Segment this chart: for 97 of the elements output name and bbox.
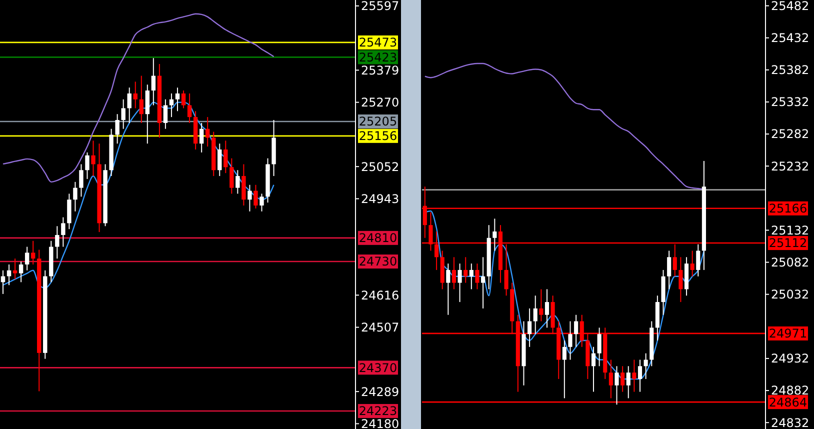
candlestick (591, 346, 596, 392)
y-tick-label: 24180 (361, 416, 400, 429)
ref-line-label: 24370 (358, 360, 398, 375)
candlestick (73, 181, 78, 212)
candlestick (121, 98, 126, 130)
candlestick (30, 240, 36, 265)
candlestick (475, 263, 480, 290)
ref-line-label: 24864 (768, 395, 808, 410)
candlestick (667, 250, 672, 290)
candlestick (230, 158, 234, 194)
y-tick-label: 25382 (771, 63, 810, 78)
y-tick-label: 25032 (771, 288, 810, 302)
candlestick (55, 226, 60, 260)
candlestick (242, 164, 246, 206)
candlestick (169, 92, 174, 118)
candlestick (632, 359, 636, 392)
y-tick-label: 24507 (361, 320, 400, 334)
candlestick (61, 216, 66, 248)
candlestick (145, 84, 150, 144)
candlestick (199, 122, 204, 153)
candlestick (18, 261, 24, 283)
y-tick-label: 25052 (361, 160, 400, 174)
candlestick (67, 193, 72, 230)
line-series (2, 13, 274, 183)
candlestick (638, 359, 642, 392)
candlestick (254, 184, 258, 209)
y-tick-label: 25432 (771, 31, 810, 46)
candlestick (224, 140, 228, 174)
candlestick (644, 352, 648, 380)
y-tick-label: 24943 (361, 192, 400, 206)
candlestick (562, 340, 566, 399)
candlestick (458, 263, 462, 303)
candlestick (133, 81, 138, 109)
candlestick (127, 87, 132, 124)
candlestick (533, 295, 538, 335)
ref-line-label: 25166 (768, 202, 808, 216)
candlestick (608, 359, 613, 399)
y-tick-label: 25332 (771, 95, 810, 110)
candlestick (151, 58, 156, 106)
y-tick-label: 25082 (771, 255, 810, 270)
ref-line-label: 24730 (358, 254, 398, 269)
candlestick (181, 90, 186, 109)
y-tick-label: 25482 (771, 0, 810, 13)
ref-line-label: 25156 (358, 129, 398, 144)
candlestick (696, 244, 700, 277)
ref-line-label: 24971 (768, 326, 808, 341)
candlestick (544, 288, 550, 328)
candlestick (678, 256, 683, 303)
candlestick (574, 314, 578, 348)
candlestick (626, 366, 630, 399)
ref-line-label: 25423 (358, 50, 398, 64)
y-tick-label: 25132 (771, 223, 810, 238)
ref-line-label: 24810 (358, 231, 398, 246)
candlestick (248, 184, 252, 212)
candlestick (115, 114, 120, 144)
candlestick (187, 92, 192, 124)
candlestick (24, 246, 30, 271)
candlestick (218, 143, 222, 177)
y-tick-label: 24616 (361, 288, 400, 302)
candlestick (139, 75, 144, 124)
candlestick (6, 264, 12, 286)
candlestick (236, 170, 240, 194)
candlestick (481, 256, 486, 309)
ref-line-label: 25112 (768, 236, 808, 250)
candlestick (568, 320, 572, 360)
candlestick (260, 193, 264, 212)
candlestick (452, 256, 456, 290)
candlestick (539, 288, 544, 322)
y-tick-label: 24832 (771, 416, 810, 429)
y-tick-label: 25379 (361, 63, 400, 78)
candlestick (690, 250, 694, 277)
candlestick (614, 366, 619, 406)
candlestick (12, 258, 18, 280)
candlestick (163, 98, 168, 130)
candlestick (464, 256, 468, 284)
y-tick-label: 24882 (771, 384, 810, 398)
y-tick-label: 24932 (771, 352, 810, 366)
ref-line-label: 25205 (358, 114, 398, 129)
candlestick (620, 366, 625, 392)
candlestick (469, 263, 474, 290)
candlestick (175, 87, 180, 112)
candlestick (492, 218, 497, 252)
candlestick (597, 327, 602, 367)
candlestick (85, 152, 90, 180)
y-tick-label: 25597 (361, 0, 400, 14)
line-series (424, 62, 705, 190)
candlestick (79, 164, 84, 198)
y-tick-label: 25232 (771, 159, 810, 174)
ref-line-label: 25473 (358, 36, 398, 50)
candlestick (91, 140, 96, 177)
y-tick-label: 24289 (361, 384, 400, 399)
candlestick (528, 308, 532, 348)
candlestick (446, 263, 450, 316)
y-tick-label: 25282 (771, 127, 810, 142)
candlestick (205, 116, 210, 148)
y-tick-label: 25270 (361, 96, 400, 110)
ref-line-label: 24223 (358, 404, 398, 418)
